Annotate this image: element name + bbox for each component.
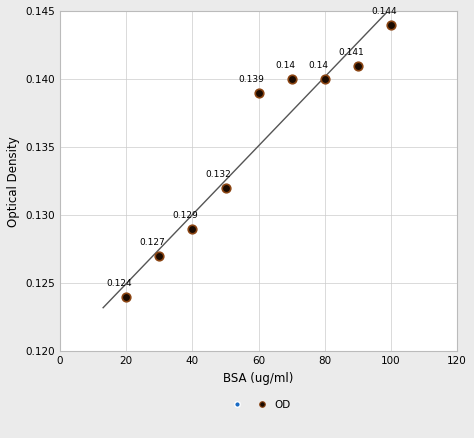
Text: 0.14: 0.14 bbox=[275, 61, 295, 71]
Text: 0.132: 0.132 bbox=[206, 170, 231, 179]
Point bbox=[155, 253, 163, 260]
Point bbox=[387, 21, 395, 28]
Point bbox=[387, 21, 395, 28]
X-axis label: BSA (ug/ml): BSA (ug/ml) bbox=[223, 372, 294, 385]
Point bbox=[354, 62, 362, 69]
Point bbox=[222, 184, 229, 191]
Point bbox=[189, 226, 196, 233]
Point bbox=[255, 89, 263, 96]
Point bbox=[155, 253, 163, 260]
Point bbox=[222, 184, 229, 191]
Text: 0.124: 0.124 bbox=[107, 279, 132, 288]
Point bbox=[288, 76, 295, 83]
Text: 0.139: 0.139 bbox=[239, 75, 264, 84]
Text: 0.129: 0.129 bbox=[173, 211, 198, 220]
Point bbox=[122, 293, 130, 300]
Legend: , OD: , OD bbox=[222, 396, 295, 414]
Text: 0.144: 0.144 bbox=[371, 7, 397, 16]
Point bbox=[189, 226, 196, 233]
Point bbox=[354, 62, 362, 69]
Text: 0.141: 0.141 bbox=[338, 48, 364, 57]
Y-axis label: Optical Density: Optical Density bbox=[7, 136, 20, 226]
Point bbox=[321, 76, 328, 83]
Text: 0.14: 0.14 bbox=[308, 61, 328, 71]
Point bbox=[321, 76, 328, 83]
Point bbox=[255, 89, 263, 96]
Text: 0.127: 0.127 bbox=[139, 238, 165, 247]
Point bbox=[288, 76, 295, 83]
Point bbox=[122, 293, 130, 300]
